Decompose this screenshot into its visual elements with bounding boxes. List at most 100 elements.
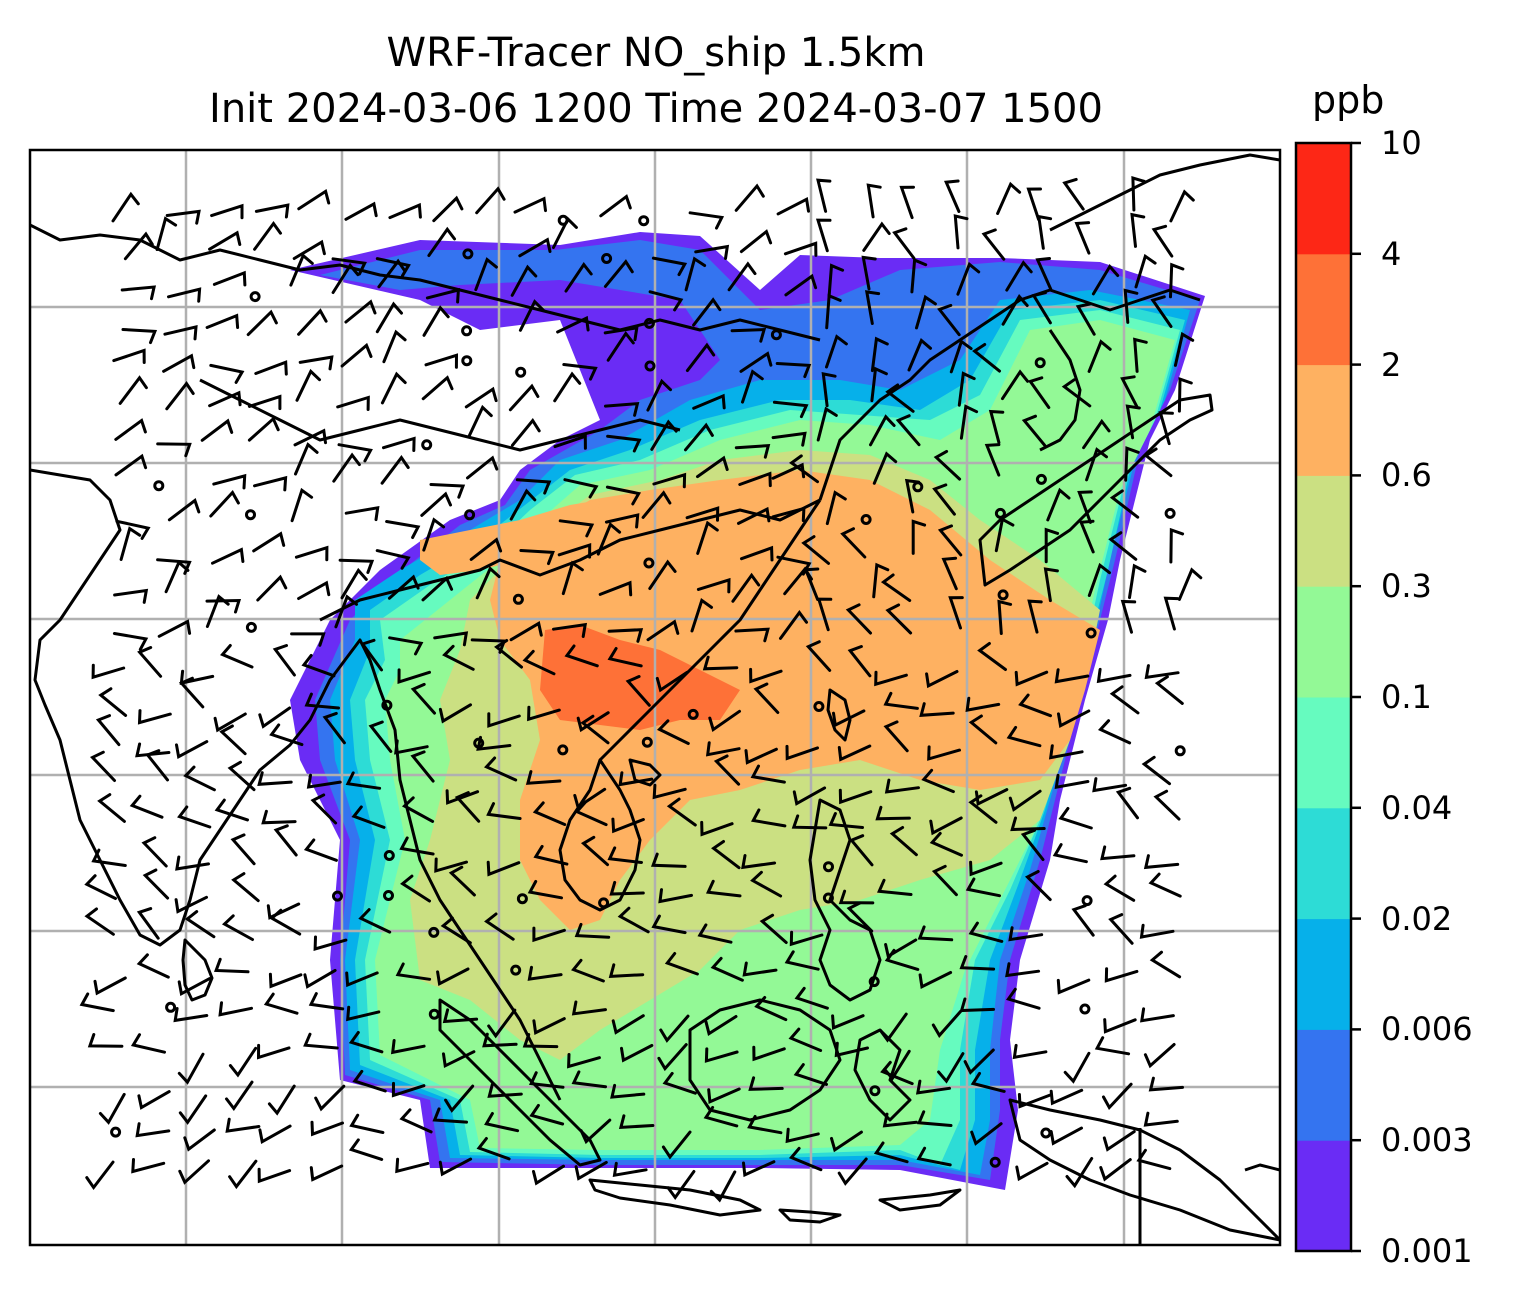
- wind-barb: [1177, 377, 1193, 413]
- wind-barb: [1049, 1088, 1084, 1106]
- wind-barb: [93, 976, 127, 996]
- wind-barb: [558, 519, 595, 538]
- wind-barb: [661, 1130, 692, 1160]
- wind-barb: [118, 375, 148, 405]
- wind-barb: [382, 329, 407, 364]
- wind-barb: [345, 971, 379, 988]
- wind-barb: [1005, 260, 1033, 292]
- wind-barb: [988, 409, 1005, 444]
- wind-barb: [657, 1043, 688, 1072]
- wind-barb: [254, 203, 290, 219]
- wind-barb: [522, 1033, 559, 1049]
- wind-barb: [1148, 1076, 1184, 1092]
- wind-barb: [98, 1092, 126, 1125]
- wind-barb: [266, 902, 301, 920]
- wind-barb: [518, 237, 552, 258]
- wind-barb: [314, 1084, 346, 1112]
- wind-barb: [618, 771, 654, 787]
- wind-barb: [694, 244, 730, 260]
- wind-barb: [1133, 337, 1148, 373]
- wind-barb: [651, 256, 688, 277]
- wind-barb: [258, 706, 292, 729]
- wind-barb: [984, 443, 1001, 477]
- wind-barb: [690, 597, 713, 633]
- wind-barb: [866, 183, 882, 219]
- wind-barb: [862, 221, 891, 252]
- gridlines: [30, 150, 1280, 1245]
- wind-barb: [1108, 913, 1134, 945]
- wind-barb: [882, 1112, 918, 1128]
- wind-barb: [272, 644, 296, 677]
- calm-marker: [601, 253, 613, 264]
- coastline-newguinea: [1008, 1098, 1280, 1242]
- wind-barb: [292, 239, 326, 260]
- wind-barb: [98, 687, 128, 717]
- wind-barb: [177, 977, 212, 996]
- wind-barb: [432, 195, 464, 223]
- wind-barb: [697, 923, 733, 944]
- wind-barb: [225, 1117, 261, 1133]
- calm-marker: [428, 1008, 440, 1020]
- wind-barb: [933, 449, 962, 481]
- wind-barb: [220, 644, 254, 669]
- wind-barb: [213, 712, 247, 733]
- wind-barb: [705, 879, 742, 898]
- wind-barb: [873, 1141, 909, 1164]
- wind-barbs: [79, 175, 1203, 1203]
- wind-barb: [1120, 599, 1137, 634]
- wind-barb: [731, 572, 761, 603]
- wind-barb: [532, 926, 566, 943]
- colorbar-tick-label: 0.6: [1381, 456, 1432, 495]
- calm-marker: [557, 744, 569, 756]
- coastline-australia-tip: [1244, 1163, 1280, 1172]
- wind-barb: [112, 348, 146, 364]
- wind-barb: [294, 545, 329, 562]
- wind-barb: [739, 351, 773, 373]
- wind-barb: [440, 916, 472, 945]
- wind-barb: [564, 644, 599, 668]
- wind-barb: [708, 709, 741, 733]
- wind-barb: [509, 621, 543, 642]
- wind-barb: [487, 1008, 517, 1039]
- wind-barb: [707, 1087, 741, 1104]
- colorbar-ticks: [1351, 141, 1361, 1253]
- calm-marker: [1164, 507, 1176, 519]
- wind-barb: [880, 573, 912, 602]
- wind-barb: [84, 907, 115, 936]
- wind-barb: [696, 520, 719, 555]
- wind-barb: [87, 1033, 124, 1048]
- colorbar-levels: [1296, 143, 1351, 1252]
- wind-barb: [1103, 1018, 1137, 1034]
- wind-barb: [771, 431, 807, 447]
- wind-barb: [861, 255, 877, 291]
- calm-marker: [1035, 473, 1047, 485]
- wind-barb: [739, 229, 773, 254]
- colorbar-tick-label: 0.1: [1381, 678, 1432, 716]
- wind-barb: [1075, 302, 1096, 336]
- wind-barb: [175, 740, 209, 759]
- calm-marker: [1034, 357, 1046, 369]
- calm-marker: [516, 893, 528, 905]
- wind-barb: [963, 1048, 995, 1075]
- calm-marker: [641, 736, 653, 748]
- wind-barb: [401, 796, 435, 823]
- wind-barb: [227, 760, 256, 792]
- wind-barb: [957, 371, 976, 407]
- wind-barb: [825, 490, 847, 526]
- wind-barb: [1154, 675, 1184, 705]
- wind-barb: [1020, 828, 1045, 862]
- wind-barb: [91, 848, 127, 867]
- wind-barb: [1014, 670, 1049, 687]
- wind-barb: [1143, 854, 1180, 870]
- wind-barb: [448, 865, 476, 897]
- wind-barb: [230, 833, 256, 866]
- wind-barb: [1071, 904, 1095, 937]
- wind-barb: [641, 490, 672, 519]
- wind-barb: [816, 597, 833, 632]
- wind-barb: [847, 645, 872, 678]
- calm-marker: [869, 1085, 881, 1097]
- wind-barb: [209, 363, 245, 384]
- wind-barb: [308, 992, 345, 1011]
- wind-barb: [178, 676, 205, 709]
- wind-barb: [869, 414, 896, 447]
